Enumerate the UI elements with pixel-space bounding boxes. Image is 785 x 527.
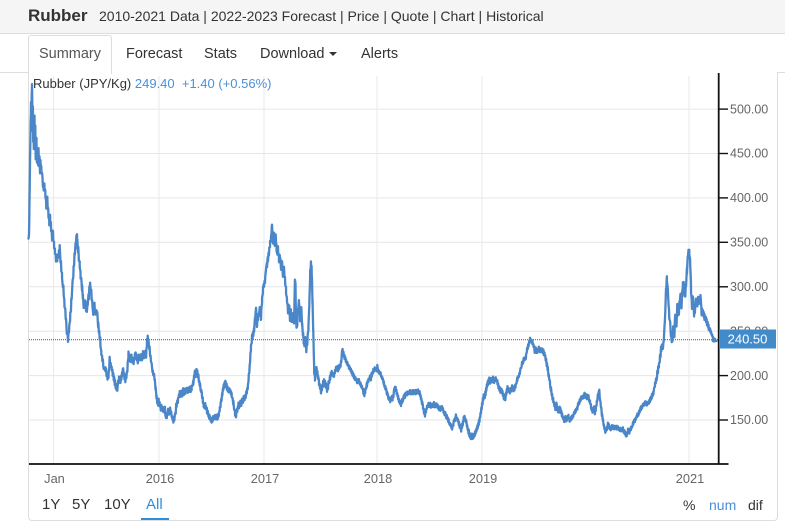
svg-text:240.50: 240.50 bbox=[728, 332, 768, 347]
svg-text:450.00: 450.00 bbox=[730, 147, 768, 161]
svg-text:2019: 2019 bbox=[469, 471, 497, 486]
svg-text:2016: 2016 bbox=[146, 471, 174, 486]
svg-text:Jan: Jan bbox=[44, 471, 65, 486]
svg-text:500.00: 500.00 bbox=[730, 102, 768, 116]
svg-text:200.00: 200.00 bbox=[730, 369, 768, 383]
svg-text:2018: 2018 bbox=[364, 471, 392, 486]
svg-text:350.00: 350.00 bbox=[730, 236, 768, 250]
svg-text:300.00: 300.00 bbox=[730, 280, 768, 294]
svg-text:2021: 2021 bbox=[676, 471, 704, 486]
svg-text:2017: 2017 bbox=[251, 471, 279, 486]
svg-text:150.00: 150.00 bbox=[730, 413, 768, 427]
svg-text:400.00: 400.00 bbox=[730, 191, 768, 205]
